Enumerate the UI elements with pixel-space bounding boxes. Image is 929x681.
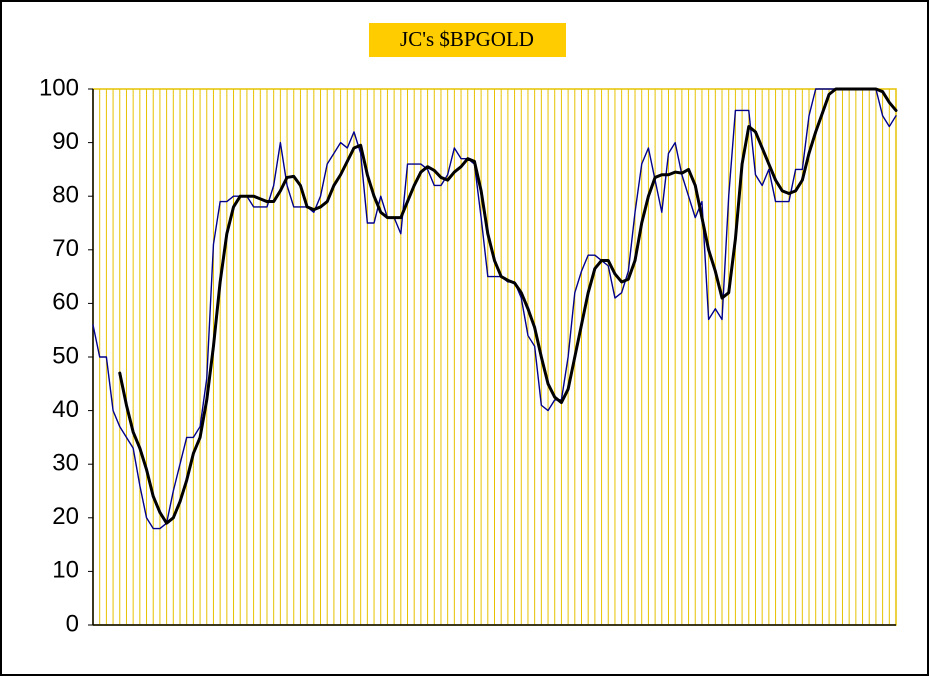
y-tick-label: 0 — [66, 610, 79, 637]
chart-title: JC's $BPGOLD — [400, 27, 534, 51]
grid — [92, 88, 897, 626]
y-tick-label: 30 — [52, 450, 79, 477]
y-tick-label: 60 — [52, 289, 79, 316]
y-tick-label: 70 — [52, 235, 79, 262]
y-tick-label: 40 — [52, 396, 79, 423]
title-box — [369, 23, 566, 57]
y-tick-label: 100 — [39, 74, 79, 101]
y-tick-label: 90 — [52, 128, 79, 155]
y-tick-label: 50 — [52, 342, 79, 369]
series-line — [118, 87, 898, 525]
y-tick-label: 20 — [52, 503, 79, 530]
y-tick-label: 80 — [52, 182, 79, 209]
y-tick-label: 10 — [52, 557, 79, 584]
series-line — [92, 88, 897, 530]
